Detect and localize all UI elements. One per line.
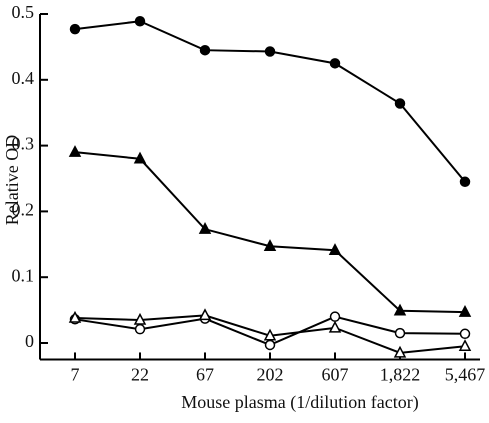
x-tick-label: 67 [196, 365, 214, 385]
y-axis-label: Relative OD [2, 135, 22, 225]
marker [263, 328, 277, 341]
x-tick-label: 607 [322, 365, 349, 385]
marker [459, 176, 471, 188]
marker [198, 222, 212, 234]
marker [264, 46, 276, 57]
marker [264, 339, 276, 351]
x-axis-label: Mouse plasma (1/dilution factor) [181, 392, 418, 413]
y-tick-label: 0.1 [12, 265, 35, 285]
marker [198, 308, 212, 321]
marker [133, 151, 147, 164]
marker [393, 345, 407, 358]
y-tick-label: 0 [25, 331, 34, 351]
marker [328, 320, 342, 333]
marker [68, 145, 82, 157]
marker [459, 328, 471, 340]
y-tick-label: 0.4 [12, 68, 35, 88]
marker [68, 310, 82, 323]
y-tick-label: 0.2 [12, 200, 35, 220]
marker [394, 327, 406, 339]
x-tick-label: 5,467 [445, 365, 486, 385]
marker [69, 23, 81, 35]
x-tick-label: 22 [131, 365, 149, 385]
y-tick-label: 0.3 [12, 134, 35, 154]
marker [458, 339, 472, 352]
marker [134, 323, 146, 335]
x-tick-label: 202 [257, 365, 284, 385]
x-tick-label: 7 [71, 365, 80, 385]
marker [458, 304, 472, 317]
series-line [74, 151, 466, 314]
y-tick-label: 0.5 [12, 2, 35, 22]
marker [134, 15, 146, 27]
marker [394, 98, 406, 109]
marker [263, 239, 277, 252]
marker [133, 312, 147, 325]
marker [199, 44, 211, 56]
marker [329, 311, 341, 322]
marker [329, 58, 341, 69]
marker [328, 243, 342, 255]
x-tick-label: 1,822 [380, 365, 421, 385]
marker [393, 303, 407, 316]
